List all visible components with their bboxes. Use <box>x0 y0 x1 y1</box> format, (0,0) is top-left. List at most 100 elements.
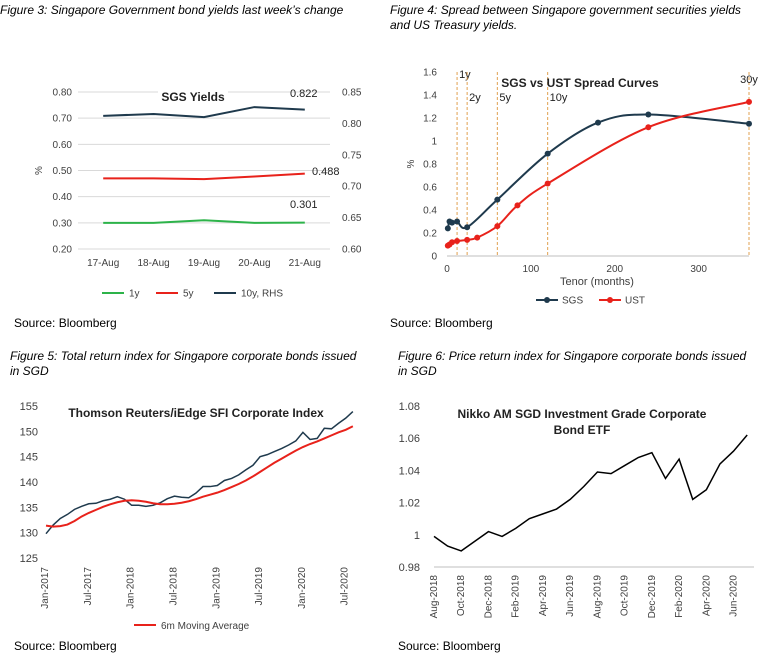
fig6-x-tick-label: Aug-2018 <box>429 575 440 619</box>
fig6-y-tick-label: 0.98 <box>399 562 420 574</box>
fig6-x-tick-label: Oct-2019 <box>620 575 631 617</box>
fig4-data-point <box>494 223 501 230</box>
fig4-y-axis-label: % <box>406 159 417 168</box>
fig3-title-box <box>158 87 228 107</box>
fig5-x-tick-label: Jul-2019 <box>254 567 265 606</box>
fig3-chart-title: SGS Yields <box>161 90 225 104</box>
fig5-series-line <box>45 425 354 528</box>
fig4-data-point <box>595 119 601 126</box>
fig4-data-point <box>449 219 456 226</box>
fig5-series-line <box>45 411 354 535</box>
fig5-x-tick-label: Jul-2020 <box>340 567 351 606</box>
fig3-legend-label: 10y, RHS <box>241 289 283 300</box>
fig4-x-tick-label: 200 <box>606 264 623 275</box>
fig3-y2-tick-label: 0.65 <box>342 213 362 224</box>
fig6-source: Source: Bloomberg <box>398 639 501 653</box>
fig5-y-tick-label: 140 <box>20 477 38 489</box>
fig4-legend-marker <box>607 297 613 303</box>
fig6-x-tick-label: Feb-2020 <box>674 575 685 618</box>
fig3-y-tick-label: 0.40 <box>53 192 73 203</box>
fig4-title-line2: and US Treasury yields. <box>390 18 518 32</box>
fig4-source: Source: Bloomberg <box>390 316 493 330</box>
fig4-y-tick-label: 1.4 <box>423 91 437 102</box>
fig4-legend-marker <box>544 297 550 303</box>
fig4-data-point <box>449 239 456 246</box>
fig5-chart-title: Thomson Reuters/iEdge SFI Corporate Inde… <box>68 406 324 420</box>
fig5-x-tick-label: Jul-2017 <box>83 567 94 606</box>
fig3-annotation-10y: 0.822 <box>290 88 318 100</box>
fig3-y2-tick-label: 0.80 <box>342 119 362 130</box>
fig4-data-point <box>645 111 652 118</box>
fig4-legend-label: SGS <box>562 296 583 307</box>
fig3-series-line <box>103 219 305 224</box>
fig4-data-point <box>464 224 471 231</box>
fig3-y-tick-label: 0.20 <box>53 245 73 256</box>
fig4-y-tick-label: 1 <box>431 137 437 148</box>
fig4-data-point <box>494 196 501 203</box>
fig4-x-tick-label: 100 <box>523 264 540 275</box>
fig6-y-tick-label: 1.08 <box>399 401 420 413</box>
fig3-annotation-1y: 0.301 <box>290 199 318 211</box>
fig3-source: Source: Bloomberg <box>14 316 117 330</box>
fig6-x-tick-label: Oct-2018 <box>456 575 467 617</box>
fig4-y-tick-label: 0.6 <box>423 183 437 194</box>
fig6-series-line <box>433 434 748 552</box>
fig3-y-tick-label: 0.60 <box>53 140 73 151</box>
fig4-x-axis-label: Tenor (months) <box>560 276 634 288</box>
fig3-y-axis-label: % <box>34 166 45 175</box>
fig5-y-tick-label: 150 <box>20 426 38 438</box>
fig5-title-line2: in SGD <box>10 364 49 378</box>
fig4-data-point <box>645 124 652 131</box>
fig5-legend-label: 6m Moving Average <box>161 621 250 632</box>
fig3-y2-tick-label: 0.75 <box>342 150 362 161</box>
fig3-y2-tick-label: 0.60 <box>342 245 362 256</box>
fig4-data-point <box>454 218 461 225</box>
fig5-x-tick-label: Jan-2020 <box>297 567 308 609</box>
fig3-y2-tick-label: 0.85 <box>342 88 362 99</box>
fig4-data-point <box>474 234 481 241</box>
fig3-x-tick-label: 18-Aug <box>137 258 169 269</box>
fig3-y2-tick-label: 0.70 <box>342 182 362 193</box>
fig5-y-tick-label: 135 <box>20 502 38 514</box>
fig4-data-point <box>444 225 451 232</box>
fig4-tenor-marker-label: 2y <box>469 92 481 104</box>
fig4-data-point <box>464 236 471 243</box>
fig5-x-tick-label: Jul-2018 <box>168 567 179 606</box>
fig4-tenor-marker-label: 10y <box>550 92 568 104</box>
fig3-y-tick-label: 0.70 <box>53 114 73 125</box>
fig5-y-tick-label: 125 <box>20 553 38 565</box>
fig6-y-tick-label: 1.02 <box>399 498 420 510</box>
fig4-chart-title: SGS vs UST Spread Curves <box>501 76 659 90</box>
fig6-title-line1: Figure 6: Price return index for Singapo… <box>398 349 747 363</box>
fig5-source: Source: Bloomberg <box>14 639 117 653</box>
fig5-title-line1: Figure 5: Total return index for Singapo… <box>10 349 357 363</box>
fig3-x-tick-label: 19-Aug <box>188 258 220 269</box>
fig5-x-tick-label: Jan-2018 <box>126 567 137 609</box>
fig6-x-tick-label: Apr-2020 <box>701 575 712 617</box>
fig6-chart-title-line2: Bond ETF <box>554 423 611 437</box>
fig4-data-point <box>544 150 551 157</box>
fig5-y-tick-label: 130 <box>20 528 38 540</box>
fig6-x-tick-label: Dec-2018 <box>483 575 494 619</box>
fig5-x-tick-label: Jan-2019 <box>211 567 222 609</box>
fig4-tenor-marker-label: 30y <box>740 74 758 86</box>
fig6-x-tick-label: Dec-2019 <box>647 575 658 619</box>
fig4-data-point <box>514 202 521 209</box>
fig6-title-line2: in SGD <box>398 364 437 378</box>
fig4-legend-label: UST <box>625 296 645 307</box>
fig4-y-tick-label: 1.6 <box>423 68 437 79</box>
fig3-y-tick-label: 0.30 <box>53 218 73 229</box>
fig5-y-tick-label: 145 <box>20 452 38 464</box>
fig4-y-tick-label: 0.2 <box>423 229 437 240</box>
fig4-tenor-marker-label: 5y <box>499 92 511 104</box>
fig4-x-tick-label: 300 <box>690 264 707 275</box>
fig3-legend-label: 1y <box>129 289 140 300</box>
fig3-series-line <box>103 106 305 119</box>
fig6-x-tick-label: Feb-2019 <box>511 575 522 618</box>
fig4-y-tick-label: 0 <box>431 252 437 263</box>
fig3-x-tick-label: 21-Aug <box>289 258 321 269</box>
fig6-y-tick-label: 1.06 <box>399 433 420 445</box>
fig4-title-line1: Figure 4: Spread between Singapore gover… <box>390 3 741 17</box>
fig4-data-point <box>746 120 752 127</box>
